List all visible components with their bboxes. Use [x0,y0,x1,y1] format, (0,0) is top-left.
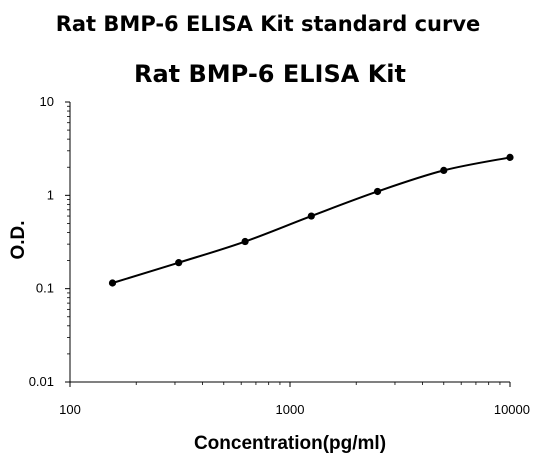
y-tick-label: 0.1 [36,281,54,296]
x-tick-label: 1000 [276,402,305,417]
data-point [440,166,448,174]
y-tick-label: 1 [47,187,54,202]
data-point [108,279,117,287]
x-axis-title: Concentration(pg/ml) [194,433,386,454]
data-point [307,212,315,220]
series-line [112,156,511,284]
y-axis-title: O.D. [8,220,29,259]
plot-area: 0.01 0.1 1 10 100 1000 10000 [29,94,530,417]
page-heading: Rat BMP-6 ELISA Kit standard curve [56,12,481,36]
y-tick-label: 0.01 [29,374,54,389]
x-tick-label: 100 [59,402,81,417]
y-tick-label: 10 [40,94,54,109]
chart-title: Rat BMP-6 ELISA Kit [134,60,406,88]
data-point [241,237,249,246]
data-point [175,259,183,267]
x-tick-label: 10000 [494,402,530,417]
data-point [373,187,382,196]
data-point [506,153,514,161]
